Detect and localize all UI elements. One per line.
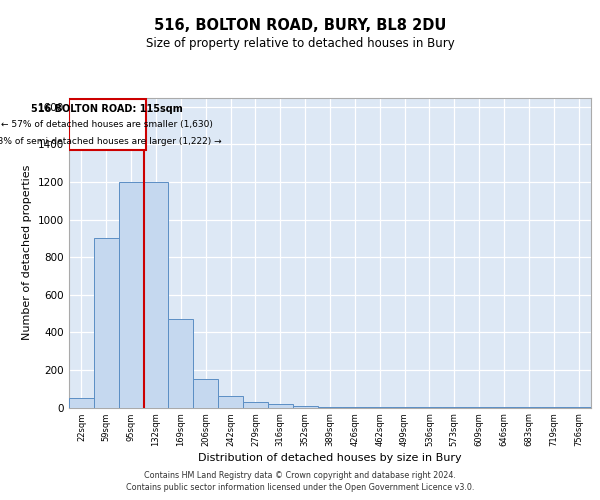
Bar: [566, 407, 591, 408]
Bar: [218, 396, 243, 407]
Text: 43% of semi-detached houses are larger (1,222) →: 43% of semi-detached houses are larger (…: [0, 137, 222, 146]
Bar: [69, 398, 94, 407]
X-axis label: Distribution of detached houses by size in Bury: Distribution of detached houses by size …: [198, 454, 462, 464]
Bar: [268, 404, 293, 407]
Y-axis label: Number of detached properties: Number of detached properties: [22, 165, 32, 340]
Bar: [94, 238, 119, 408]
Bar: [467, 407, 491, 408]
Text: ← 57% of detached houses are smaller (1,630): ← 57% of detached houses are smaller (1,…: [1, 120, 213, 129]
Bar: [417, 407, 442, 408]
Bar: [392, 406, 417, 408]
Bar: [243, 402, 268, 407]
Bar: [119, 182, 143, 408]
Bar: [343, 406, 367, 408]
Text: Contains HM Land Registry data © Crown copyright and database right 2024.
Contai: Contains HM Land Registry data © Crown c…: [126, 471, 474, 492]
FancyBboxPatch shape: [69, 100, 146, 150]
Bar: [367, 406, 392, 408]
Bar: [317, 406, 343, 408]
Bar: [193, 380, 218, 407]
Bar: [442, 407, 467, 408]
Text: 516, BOLTON ROAD, BURY, BL8 2DU: 516, BOLTON ROAD, BURY, BL8 2DU: [154, 18, 446, 32]
Bar: [293, 406, 317, 407]
Text: Size of property relative to detached houses in Bury: Size of property relative to detached ho…: [146, 38, 454, 51]
Bar: [541, 407, 566, 408]
Bar: [517, 407, 541, 408]
Bar: [491, 407, 517, 408]
Bar: [169, 319, 193, 408]
Text: 516 BOLTON ROAD: 115sqm: 516 BOLTON ROAD: 115sqm: [31, 104, 183, 114]
Bar: [143, 182, 169, 408]
